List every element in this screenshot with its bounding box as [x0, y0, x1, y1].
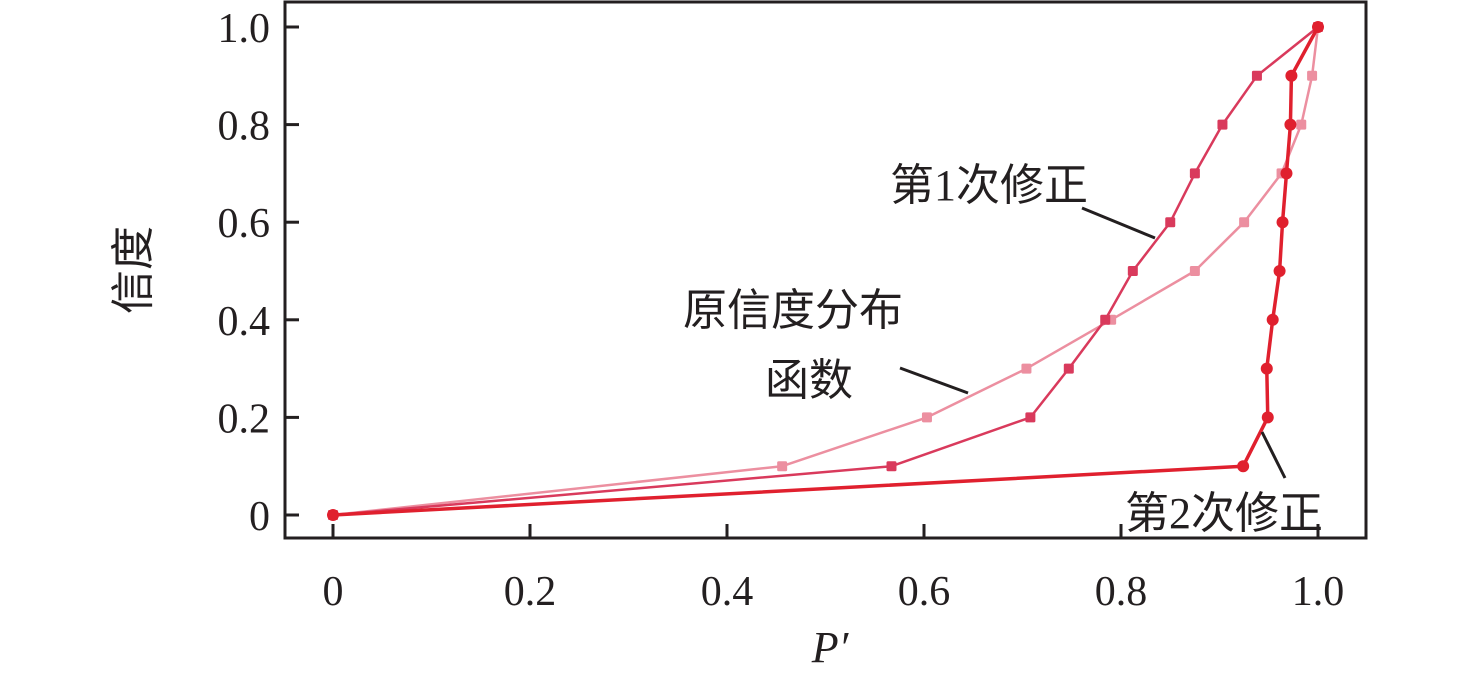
data-point	[1276, 216, 1289, 229]
data-point	[1260, 362, 1273, 375]
annotation-original-line2: 函数	[765, 356, 853, 405]
data-point	[1266, 313, 1279, 326]
annotation-second-correction: 第2次修正	[1125, 489, 1323, 538]
series-group	[327, 21, 1324, 521]
series-2	[328, 22, 1323, 520]
data-point	[1312, 21, 1324, 33]
data-point	[1237, 460, 1250, 473]
data-point	[886, 461, 897, 472]
y-tick-label: 0	[249, 494, 270, 540]
x-tick-label: 0.8	[1095, 569, 1148, 615]
data-point	[1127, 266, 1138, 276]
series-line	[332, 26, 1320, 517]
annotation-first-correction: 第1次修正	[890, 161, 1088, 210]
x-tick-label: 0.2	[504, 569, 557, 615]
series-line	[332, 26, 1319, 517]
x-tick-label: 1.0	[1292, 569, 1345, 615]
data-point	[1284, 118, 1297, 131]
y-tick-label: 0.4	[218, 299, 271, 345]
data-point	[1296, 119, 1307, 130]
y-axis: 0 0.2 0.4 0.6 0.8 1.0	[218, 6, 299, 540]
data-point	[1261, 411, 1274, 424]
x-tick-label: 0.6	[898, 569, 951, 615]
annotation-original-line1: 原信度分布	[683, 286, 903, 335]
data-point	[1273, 265, 1286, 277]
y-tick-label: 1.0	[218, 6, 271, 52]
data-point	[1307, 70, 1318, 81]
data-point	[327, 509, 339, 521]
data-point	[1025, 412, 1036, 423]
series-1	[328, 22, 1323, 520]
plot-frame	[283, 0, 1368, 540]
data-point	[921, 412, 932, 423]
data-point	[1217, 119, 1228, 130]
data-point	[1100, 314, 1111, 325]
leader-second-correction	[1260, 431, 1287, 479]
data-point	[1189, 266, 1200, 276]
leader-original	[899, 366, 969, 395]
leader-first-correction	[1081, 206, 1156, 240]
data-point	[1285, 69, 1298, 82]
data-point	[1189, 168, 1200, 179]
data-point	[1021, 363, 1032, 374]
series-3	[327, 21, 1324, 521]
y-tick-label: 0.6	[218, 201, 271, 247]
series-line	[332, 26, 1320, 517]
y-tick-label: 0.8	[218, 104, 271, 150]
data-point	[1251, 70, 1262, 81]
y-tick-label: 0.2	[218, 396, 271, 442]
data-point	[777, 461, 788, 472]
x-tick-label: 0	[323, 569, 344, 615]
x-axis: 0 0.2 0.4 0.6 0.8 1.0	[323, 524, 1345, 615]
data-point	[1165, 217, 1176, 228]
data-point	[1063, 363, 1074, 374]
y-axis-title: 信度	[109, 226, 158, 314]
x-axis-title: P′	[811, 623, 850, 672]
data-point	[1239, 217, 1250, 228]
data-point	[1280, 167, 1293, 180]
x-tick-label: 0.4	[701, 569, 754, 615]
